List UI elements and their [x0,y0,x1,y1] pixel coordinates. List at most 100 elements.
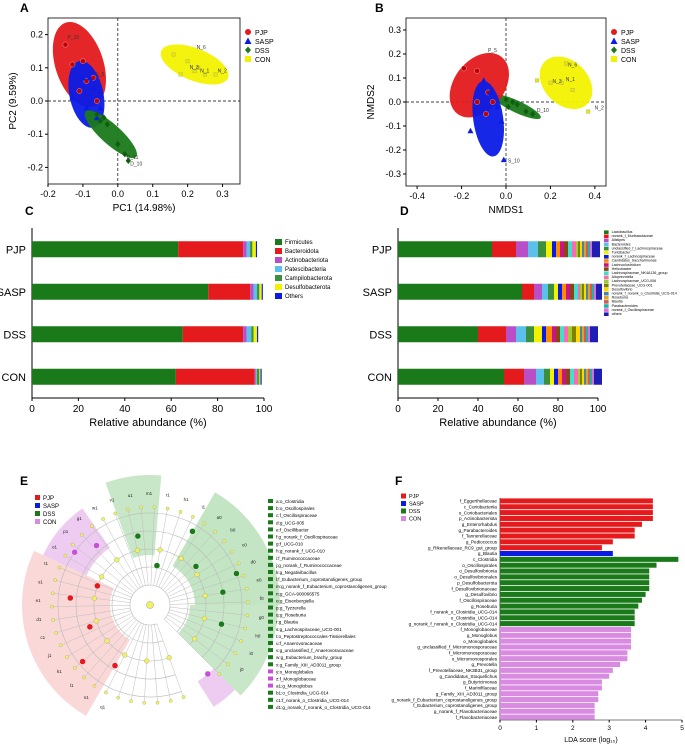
point-con [196,65,201,70]
point-sasp [480,77,487,83]
point-label: D_11 [127,155,139,161]
biomarker-node-dss [218,620,225,628]
biomarker-key-swatch [268,591,273,596]
bar-segment [586,241,588,258]
tree-branch [153,508,168,586]
legend-label: Campilobacterota [285,276,333,282]
lda-bar-dss [500,609,635,615]
legend-label: CON [621,57,637,64]
node-tag: c1 [40,635,45,640]
legend-label: CON [255,57,271,64]
bar-segment [578,368,580,385]
bar-segment [588,241,590,258]
legend-swatch [275,239,282,245]
node-tag: g0 [259,615,265,620]
bar-segment [576,326,580,343]
x-tick-label: 4 [644,725,648,732]
point-label: N_6 [197,45,206,51]
lda-bar-dss [500,568,650,574]
x-tick-label: 100 [590,404,607,415]
bar-segment [516,241,528,258]
bar-segment [592,241,600,258]
lda-bar-pjp [500,510,653,516]
bar-segment [526,326,534,343]
legend-swatch-con [401,516,406,521]
tree-leaf-node [79,532,84,537]
bar-segment [534,283,542,300]
clade-highlight-dss [172,492,280,605]
x-tick-label: 80 [552,404,564,415]
tree-branch [55,610,131,634]
tree-branch [165,616,229,665]
tree-leaf-node [202,521,207,526]
tree-branch [127,509,146,586]
x-tick-label: 1 [535,725,539,732]
legend-label: SASP [409,502,424,508]
legend-swatch [604,308,609,312]
lda-bar-pjp [500,515,653,521]
point-dss [125,157,131,164]
point-con [586,109,591,114]
tree-leaf-node [152,505,157,509]
bar-segment [578,241,580,258]
tree-leaf-node [126,507,130,512]
bar-segment [584,368,586,385]
tree-node [144,658,150,664]
tree-branch [163,531,216,591]
legend-marker-pjp [245,29,251,35]
bar-segment [32,241,179,258]
biomarker-node-pjp [111,662,119,669]
point-pjp [94,98,100,104]
biomarker-key-swatch [268,626,273,631]
tree-leaf-node [233,651,238,655]
bar-segment [554,368,558,385]
bar-segment [590,241,592,258]
bar-segment [572,241,576,258]
lda-label: g_norank_f_Flavobacteriaceae [434,709,498,714]
tree-leaf-node [226,662,230,667]
panel-letter-c: C [25,204,34,218]
tree-node [178,555,184,561]
biomarker-key-label: n:g_GCA-900066575 [276,591,320,596]
legend-marker-sasp [610,37,618,44]
point-sasp [494,103,501,110]
legend-label: Lachnoclostridium [612,263,641,267]
lda-bar-dss [500,562,657,568]
x-tick-label: 80 [212,404,224,415]
tree-node [201,615,207,621]
tree-branch [102,518,141,588]
legend-label: DSS [409,509,421,515]
point-sasp [79,74,86,81]
tree-leaf-node [246,600,250,604]
point-label: S_10 [508,158,520,164]
biomarker-key-swatch [268,612,273,617]
node-tag: u1 [128,493,134,498]
tree-branch [153,624,171,701]
biomarker-key-label: e:f_Oscillibacter [276,527,309,532]
legend-swatch [604,312,609,316]
biomarker-key-label: b:o_Oscillospirales [276,506,315,511]
tree-leaf-node [73,666,77,670]
tree-leaf-node [139,505,143,510]
tree-leaf-node [50,591,55,596]
lda-label: g_Desulfovibrio [465,592,497,597]
bar-segment [580,368,582,385]
legend-swatch [604,255,609,259]
x-tick-label: 0.0 [500,191,513,201]
legend-swatch-dss [401,508,406,514]
legend-swatch [604,291,609,296]
x-tick-label: 5 [680,725,684,732]
tree-branch [52,605,131,607]
legend-label: Alloprevotella [612,275,634,279]
x-tick-label: 40 [119,404,131,415]
x-tick-label: 0 [498,725,502,732]
tree-leaf-node [54,631,58,635]
biomarker-key-label: a:o_Clostridia [276,499,305,504]
lda-label: g_Pediococcus [466,540,498,545]
bar-segment [516,326,526,343]
bar-segment [562,283,566,300]
point-dss [510,98,516,106]
biomarker-node-con [93,542,100,549]
tree-leaf-node [181,695,186,699]
category-label: DSS [369,329,392,341]
